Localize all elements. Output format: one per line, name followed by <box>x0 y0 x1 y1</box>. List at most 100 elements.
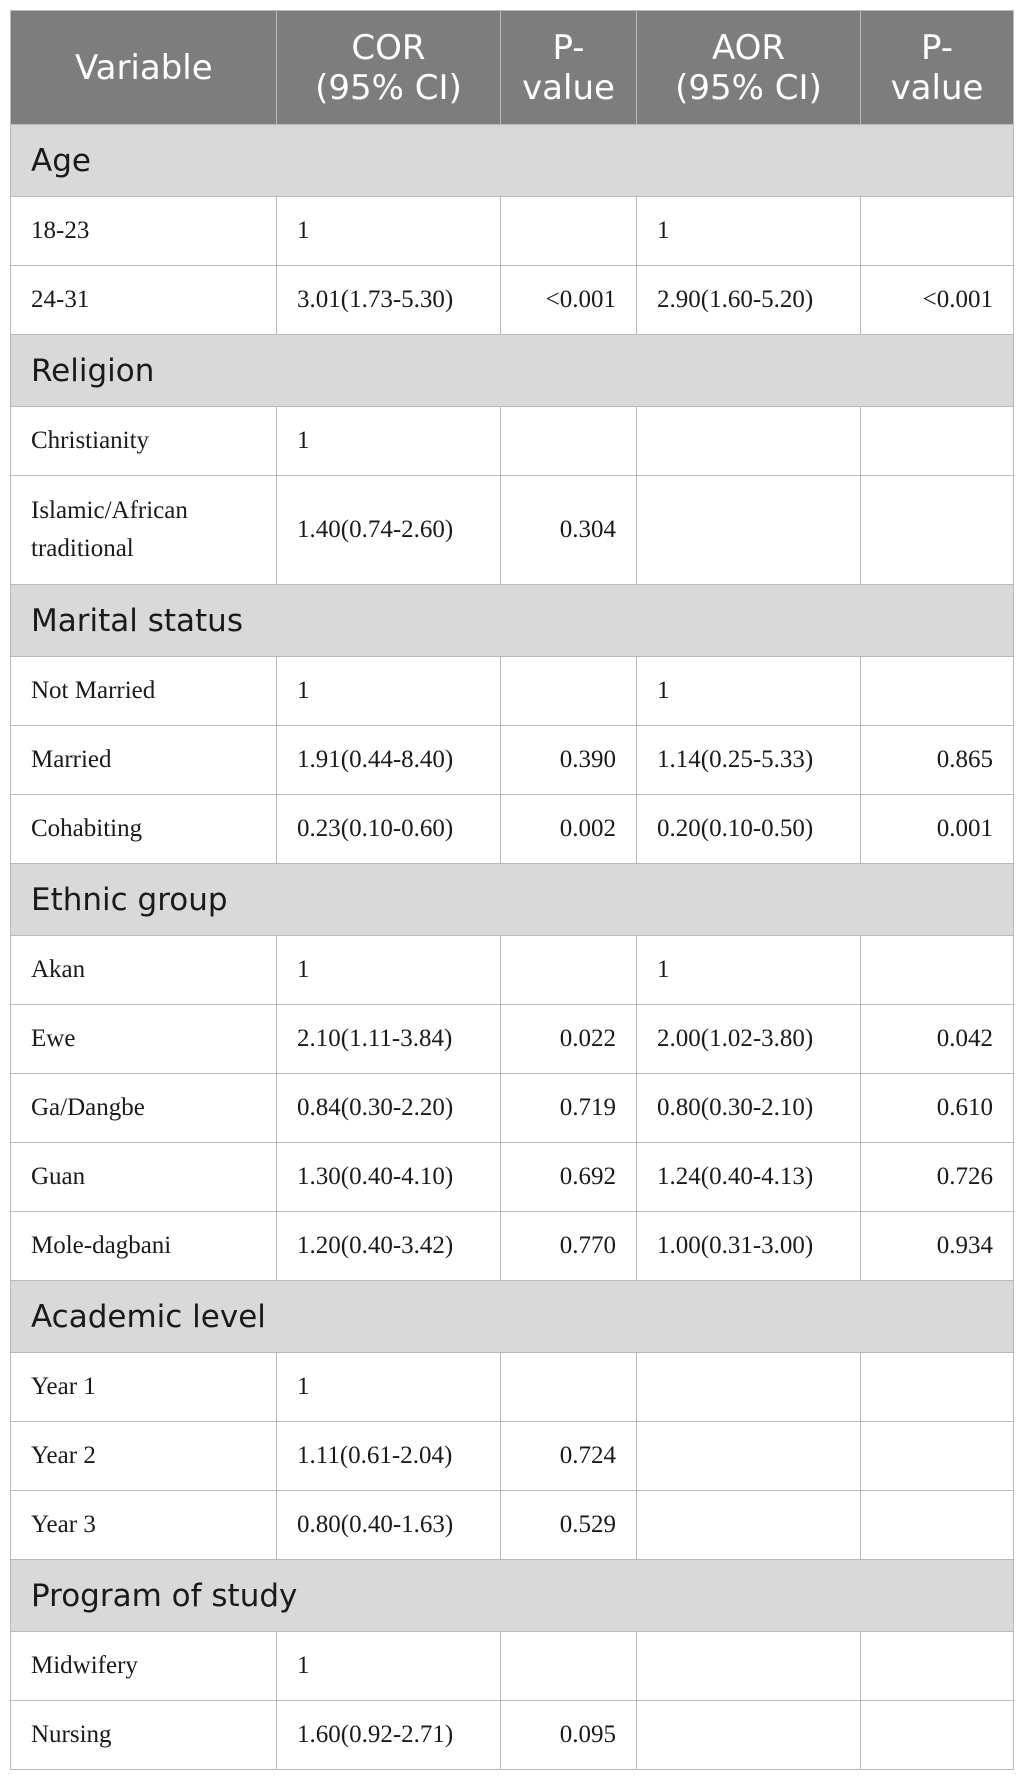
table-header: Variable COR (95% CI) P-value AOR (95% CI) P-v… <box>10 10 1014 125</box>
aor-cell <box>636 1352 861 1422</box>
section-title: Ethnic group <box>10 863 1014 936</box>
variable-cell: Not Married <box>10 656 277 726</box>
aor-cell: 1 <box>636 935 861 1005</box>
variable-label: Not Married <box>31 677 156 704</box>
variable-label: Year 1 <box>31 1373 96 1400</box>
p-value-aor-cell <box>860 1421 1014 1491</box>
aor-cell: 2.90(1.60-5.20) <box>636 265 861 335</box>
variable-cell: Year 1 <box>10 1352 277 1422</box>
section-title: Academic level <box>10 1280 1014 1353</box>
cor-cell: 1 <box>276 196 501 266</box>
variable-cell: Nursing <box>10 1700 277 1770</box>
table-row: Year 2 1.11(0.61-2.04) 0.724 <box>10 1421 1014 1491</box>
table-row: Mole-dagbani 1.20(0.40-3.42) 0.770 1.00(0.3… <box>10 1211 1014 1281</box>
table-row: Ga/Dangbe 0.84(0.30-2.20) 0.719 0.80(0.30-2… <box>10 1073 1014 1143</box>
section-row: Marital status <box>10 584 1014 657</box>
p-value-cor-cell <box>500 1631 637 1701</box>
aor-cell <box>636 1421 861 1491</box>
header-row: Variable COR (95% CI) P-value AOR (95% CI) P-v… <box>10 10 1014 125</box>
p-value-cor-cell <box>500 1352 637 1422</box>
section-row: Religion <box>10 334 1014 407</box>
header-text: P- <box>920 27 954 68</box>
p-value-cor-cell: 0.770 <box>500 1211 637 1281</box>
aor-cell <box>636 1631 861 1701</box>
p-value-aor-cell <box>860 1352 1014 1422</box>
table-row: Year 1 1 <box>10 1352 1014 1422</box>
header-p-value-aor: P-value <box>860 10 1014 125</box>
table-row: 24-31 3.01(1.73-5.30) <0.001 2.90(1.60-5.20… <box>10 265 1014 335</box>
p-value-cor-cell <box>500 935 637 1005</box>
variable-cell: Married <box>10 725 277 795</box>
aor-cell: 2.00(1.02-3.80) <box>636 1004 861 1074</box>
variable-label: Year 3 <box>31 1511 96 1538</box>
p-value-aor-cell <box>860 406 1014 476</box>
table-row: Midwifery 1 <box>10 1631 1014 1701</box>
cor-cell: 0.84(0.30-2.20) <box>276 1073 501 1143</box>
aor-cell <box>636 406 861 476</box>
cor-cell: 0.80(0.40-1.63) <box>276 1490 501 1560</box>
variable-cell: Akan <box>10 935 277 1005</box>
variable-label: 18-23 <box>31 217 90 244</box>
aor-cell: 1.24(0.40-4.13) <box>636 1142 861 1212</box>
p-value-cor-cell: 0.724 <box>500 1421 637 1491</box>
table-row: Married 1.91(0.44-8.40) 0.390 1.14(0.25-5.3… <box>10 725 1014 795</box>
table-row: 18-23 1 1 <box>10 196 1014 266</box>
section-title: Age <box>10 124 1014 197</box>
cor-cell: 1.20(0.40-3.42) <box>276 1211 501 1281</box>
p-value-cor-cell: 0.022 <box>500 1004 637 1074</box>
table-row: Christianity 1 <box>10 406 1014 476</box>
table-row: Ewe 2.10(1.11-3.84) 0.022 2.00(1.02-3.80) 0.… <box>10 1004 1014 1074</box>
p-value-aor-cell <box>860 475 1014 585</box>
p-value-cor-cell <box>500 656 637 726</box>
aor-cell: 0.80(0.30-2.10) <box>636 1073 861 1143</box>
aor-cell <box>636 1700 861 1770</box>
table-row: Nursing 1.60(0.92-2.71) 0.095 <box>10 1700 1014 1770</box>
aor-cell: 1.14(0.25-5.33) <box>636 725 861 795</box>
table-row: Cohabiting 0.23(0.10-0.60) 0.002 0.20(0.10-… <box>10 794 1014 864</box>
table-row: Not Married 1 1 <box>10 656 1014 726</box>
cor-cell: 1.11(0.61-2.04) <box>276 1421 501 1491</box>
aor-cell <box>636 1490 861 1560</box>
cor-cell: 0.23(0.10-0.60) <box>276 794 501 864</box>
header-text: Variable <box>75 47 213 88</box>
variable-label: Cohabiting <box>31 815 143 842</box>
p-value-aor-cell: 0.934 <box>860 1211 1014 1281</box>
aor-cell: 1 <box>636 196 861 266</box>
p-value-cor-cell: 0.304 <box>500 475 637 585</box>
cor-cell: 3.01(1.73-5.30) <box>276 265 501 335</box>
section-title: Marital status <box>10 584 1014 657</box>
variable-cell: Year 2 <box>10 1421 277 1491</box>
header-text: value <box>890 67 984 108</box>
cor-cell: 1.60(0.92-2.71) <box>276 1700 501 1770</box>
section-row: Program of study <box>10 1559 1014 1632</box>
p-value-cor-cell: 0.529 <box>500 1490 637 1560</box>
variable-cell: 18-23 <box>10 196 277 266</box>
variable-cell: 24-31 <box>10 265 277 335</box>
table-row: Guan 1.30(0.40-4.10) 0.692 1.24(0.40-4.13) 0… <box>10 1142 1014 1212</box>
header-variable: Variable <box>10 10 277 125</box>
section-title: Religion <box>10 334 1014 407</box>
p-value-cor-cell: 0.002 <box>500 794 637 864</box>
cor-cell: 1 <box>276 406 501 476</box>
variable-cell: Islamic/African traditional <box>10 475 277 585</box>
p-value-cor-cell: 0.719 <box>500 1073 637 1143</box>
header-text: (95% CI) <box>315 67 462 108</box>
variable-label: 24-31 <box>31 286 90 313</box>
variable-cell: Mole-dagbani <box>10 1211 277 1281</box>
variable-cell: Ewe <box>10 1004 277 1074</box>
p-value-aor-cell: <0.001 <box>860 265 1014 335</box>
header-aor: AOR (95% CI) <box>636 10 861 125</box>
table-body: Age 18-23 1 1 24-31 3.01(1.73-5.30) <0.001 2.90… <box>10 124 1014 1770</box>
p-value-aor-cell: 0.042 <box>860 1004 1014 1074</box>
section-title: Program of study <box>10 1559 1014 1632</box>
variable-cell: Christianity <box>10 406 277 476</box>
p-value-aor-cell: 0.726 <box>860 1142 1014 1212</box>
table-row: Akan 1 1 <box>10 935 1014 1005</box>
p-value-cor-cell <box>500 196 637 266</box>
aor-cell: 0.20(0.10-0.50) <box>636 794 861 864</box>
header-text: COR <box>351 27 426 68</box>
cor-cell: 1 <box>276 656 501 726</box>
p-value-aor-cell: 0.865 <box>860 725 1014 795</box>
variable-label: Christianity <box>31 427 150 454</box>
p-value-aor-cell <box>860 1631 1014 1701</box>
